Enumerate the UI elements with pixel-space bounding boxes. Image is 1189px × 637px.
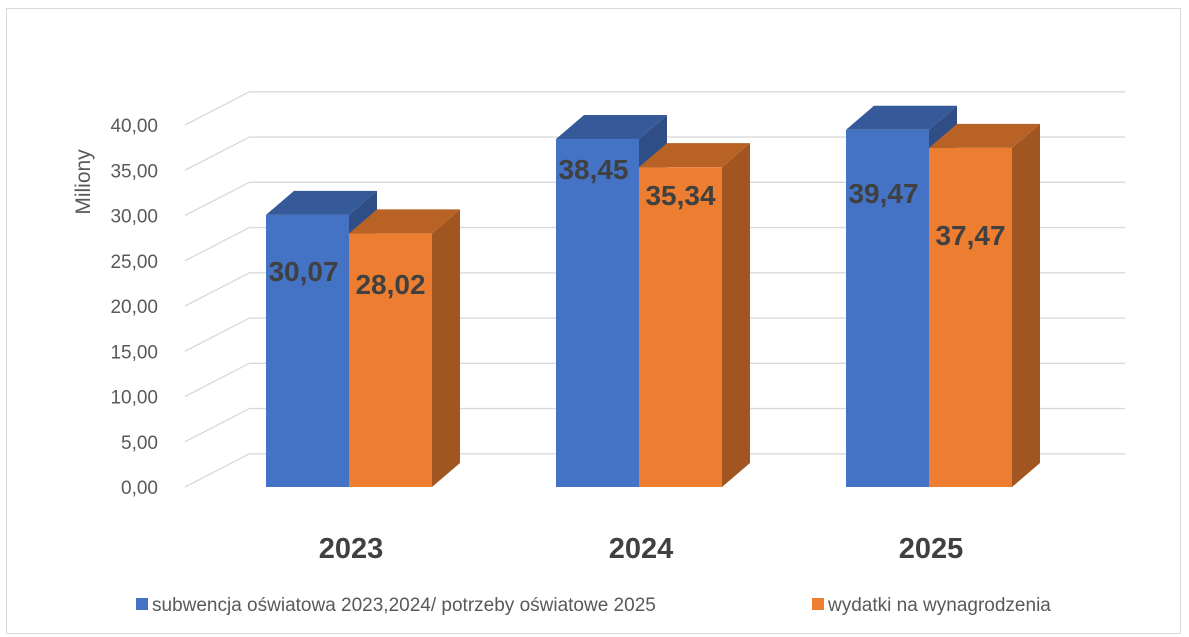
y-tick-label: 25,00 bbox=[110, 252, 158, 273]
x-category-label: 2025 bbox=[899, 533, 964, 565]
y-tick-label: 10,00 bbox=[110, 388, 158, 409]
gridline-wall-3 bbox=[184, 317, 250, 352]
data-label-2024-series-2: 35,34 bbox=[645, 180, 715, 211]
data-label-2023-series-2: 28,02 bbox=[355, 269, 425, 300]
y-tick-label: 35,00 bbox=[110, 161, 158, 182]
bar-top-face bbox=[929, 123, 1040, 148]
gridline-wall-5 bbox=[184, 226, 250, 262]
legend-swatch-series-2 bbox=[812, 598, 824, 610]
gridline-wall-4 bbox=[184, 272, 250, 307]
bar-front-face bbox=[639, 167, 722, 487]
bar-front-face bbox=[556, 139, 639, 487]
y-axis-ticks: 0,00 5,00 10,00 15,00 20,00 25,00 30,00 35,00 40… bbox=[110, 116, 158, 499]
bar-front-face bbox=[846, 129, 929, 487]
gridline-wall-6 bbox=[184, 181, 250, 217]
x-category-label: 2023 bbox=[319, 533, 384, 565]
bar-front-face bbox=[349, 233, 432, 487]
data-label-2024-series-1: 38,45 bbox=[558, 154, 628, 185]
data-label-2025-series-1: 39,47 bbox=[848, 178, 918, 209]
bar-top-face bbox=[639, 143, 750, 168]
bar-front-face bbox=[929, 147, 1012, 488]
legend-label-series-1: subwencja oświatowa 2023,2024/ potrzeby … bbox=[152, 595, 656, 616]
bar-2025-series-2 bbox=[929, 123, 1040, 488]
bar-top-face bbox=[266, 190, 377, 215]
x-axis-categories: 2023 2024 2025 bbox=[319, 533, 964, 565]
bar-top-face bbox=[556, 115, 667, 140]
bar-side-face bbox=[432, 209, 460, 487]
y-tick-label: 40,00 bbox=[110, 116, 158, 137]
data-label-2023-series-1: 30,07 bbox=[268, 256, 338, 287]
legend-swatch-series-1 bbox=[136, 598, 148, 610]
y-tick-label: 30,00 bbox=[110, 207, 158, 228]
gridline-wall-1 bbox=[184, 407, 250, 443]
legend-label-series-2: wydatki na wynagrodzenia bbox=[827, 595, 1051, 616]
data-labels-layer: 30,07 28,02 38,45 35,34 39,47 37,47 bbox=[268, 154, 1005, 300]
bar-2023-series-2 bbox=[349, 209, 460, 487]
gridline-wall-8 bbox=[184, 91, 250, 126]
gridline-wall-0 bbox=[184, 453, 250, 488]
y-tick-label: 0,00 bbox=[121, 478, 158, 499]
x-category-label: 2024 bbox=[609, 533, 674, 565]
bar-top-face bbox=[349, 209, 460, 234]
bar-front-face bbox=[266, 214, 349, 487]
bar-top-face bbox=[846, 105, 957, 130]
y-tick-label: 15,00 bbox=[110, 342, 158, 363]
y-tick-label: 5,00 bbox=[121, 433, 158, 454]
gridline-wall-2 bbox=[184, 362, 250, 398]
legend: subwencja oświatowa 2023,2024/ potrzeby … bbox=[136, 595, 1051, 616]
y-tick-label: 20,00 bbox=[110, 297, 158, 318]
bar-side-face bbox=[1012, 123, 1040, 488]
bar-side-face bbox=[722, 143, 750, 487]
bars-layer bbox=[266, 105, 1040, 488]
data-label-2025-series-2: 37,47 bbox=[935, 220, 1005, 251]
y-axis-title: Miliony bbox=[72, 149, 95, 215]
gridline-wall-7 bbox=[184, 136, 250, 171]
bar-2024-series-2 bbox=[639, 143, 750, 487]
